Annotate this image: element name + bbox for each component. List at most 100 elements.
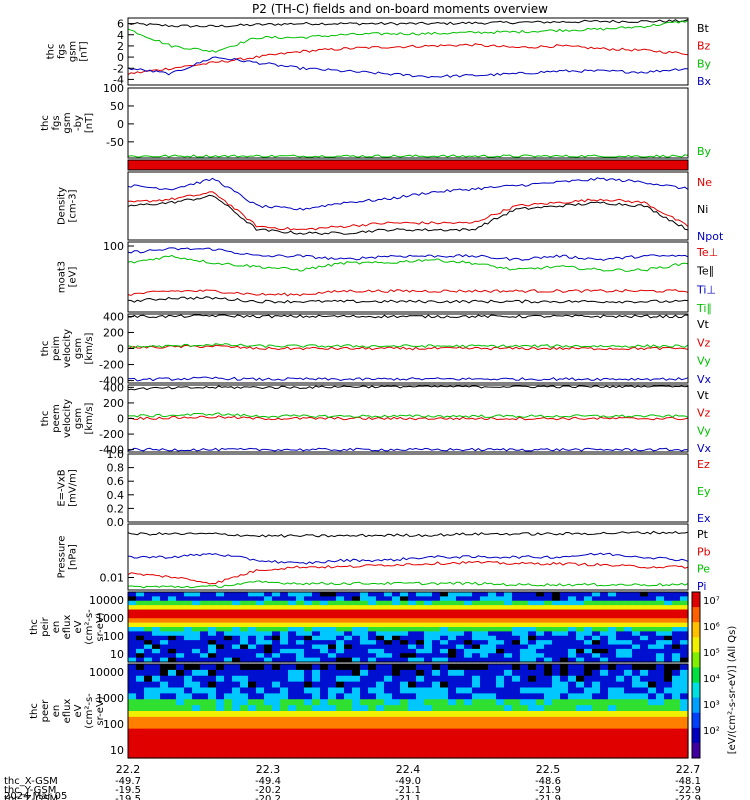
heat-cell	[472, 648, 481, 654]
heat-cell	[568, 693, 577, 700]
series-line	[127, 385, 689, 391]
heat-cell	[512, 728, 521, 736]
heat-cell	[560, 693, 569, 700]
heat-cell	[256, 693, 265, 700]
heat-cell	[440, 644, 449, 650]
heat-cell	[192, 728, 201, 736]
panel-3	[127, 159, 689, 171]
heat-cell	[288, 669, 297, 677]
heat-cell	[480, 600, 489, 606]
heat-cell	[392, 605, 401, 611]
heat-cell	[608, 746, 617, 753]
heat-cell	[240, 600, 249, 606]
heat-cell	[336, 664, 345, 671]
heat-cell	[368, 613, 377, 619]
heat-cell	[424, 681, 433, 689]
heat-cell	[144, 657, 153, 663]
heat-cell	[144, 728, 153, 736]
heat-cell	[632, 631, 641, 637]
heat-cell	[672, 657, 681, 663]
heat-cell	[576, 716, 585, 724]
heat-cell	[416, 722, 425, 730]
y-axis-label: [nT]	[79, 41, 90, 61]
heat-cell	[296, 644, 305, 650]
heat-cell	[240, 734, 249, 741]
heat-cell	[264, 699, 273, 706]
heat-cell	[360, 613, 369, 619]
heat-cell	[376, 622, 385, 628]
y-axis-label: gsm	[73, 408, 84, 429]
heat-cell	[584, 740, 593, 747]
heat-cell	[288, 613, 297, 619]
heat-cell	[272, 618, 281, 624]
heat-cell	[416, 613, 425, 619]
heat-cell	[528, 596, 537, 602]
heat-cell	[512, 657, 521, 663]
heat-cell	[360, 648, 369, 654]
heat-cell	[256, 648, 265, 654]
heat-cell	[560, 622, 569, 628]
heat-cell	[160, 644, 169, 650]
heat-cell	[176, 669, 185, 677]
heat-cell	[376, 635, 385, 641]
heat-cell	[568, 746, 577, 753]
heat-cell	[408, 600, 417, 606]
heat-cell	[232, 622, 241, 628]
heat-cell	[352, 752, 361, 759]
heat-cell	[224, 711, 233, 718]
heat-cell	[384, 687, 393, 694]
heat-cell	[400, 644, 409, 650]
heat-cell	[648, 693, 657, 700]
heat-cell	[528, 693, 537, 700]
heat-cell	[608, 675, 617, 683]
heat-cell	[296, 635, 305, 641]
heat-cell	[536, 600, 545, 606]
heat-cell	[352, 722, 361, 730]
heat-cell	[448, 699, 457, 706]
heat-cell	[544, 687, 553, 694]
heat-cell	[624, 728, 633, 736]
heat-cell	[144, 752, 153, 759]
series-line	[127, 447, 689, 452]
heat-cell	[672, 722, 681, 730]
legend-entry: Ex	[697, 512, 711, 525]
heat-cell	[192, 609, 201, 615]
heat-cell	[464, 669, 473, 677]
heat-cell	[312, 657, 321, 663]
heat-cell	[200, 716, 209, 724]
heat-cell	[152, 631, 161, 637]
heat-cell	[392, 627, 401, 632]
heat-cell	[384, 605, 393, 611]
heat-cell	[360, 609, 369, 615]
heat-cell	[632, 596, 641, 602]
heat-cell	[568, 705, 577, 712]
heat-cell	[416, 740, 425, 747]
heat-cell	[160, 693, 169, 700]
y-tick-label: 1.0	[107, 448, 125, 461]
heat-cell	[648, 631, 657, 637]
heat-cell	[536, 687, 545, 694]
heat-cell	[256, 740, 265, 747]
heat-cell	[280, 693, 289, 700]
heat-cell	[560, 687, 569, 694]
heat-cell	[280, 609, 289, 615]
heat-cell	[368, 705, 377, 712]
heat-cell	[528, 631, 537, 637]
heat-cell	[352, 600, 361, 606]
heat-cell	[208, 640, 217, 646]
series-line	[127, 177, 689, 211]
heat-cell	[672, 627, 681, 632]
heat-cell	[608, 728, 617, 736]
heat-cell	[208, 716, 217, 724]
heat-cell	[456, 728, 465, 736]
heat-cell	[280, 618, 289, 624]
heat-cell	[640, 613, 649, 619]
heat-cell	[288, 640, 297, 646]
heat-cell	[144, 613, 153, 619]
heat-cell	[528, 716, 537, 724]
heat-cell	[488, 596, 497, 602]
heat-cell	[320, 635, 329, 641]
heat-cell	[424, 664, 433, 671]
heat-cell	[584, 657, 593, 663]
heat-cell	[128, 716, 137, 724]
